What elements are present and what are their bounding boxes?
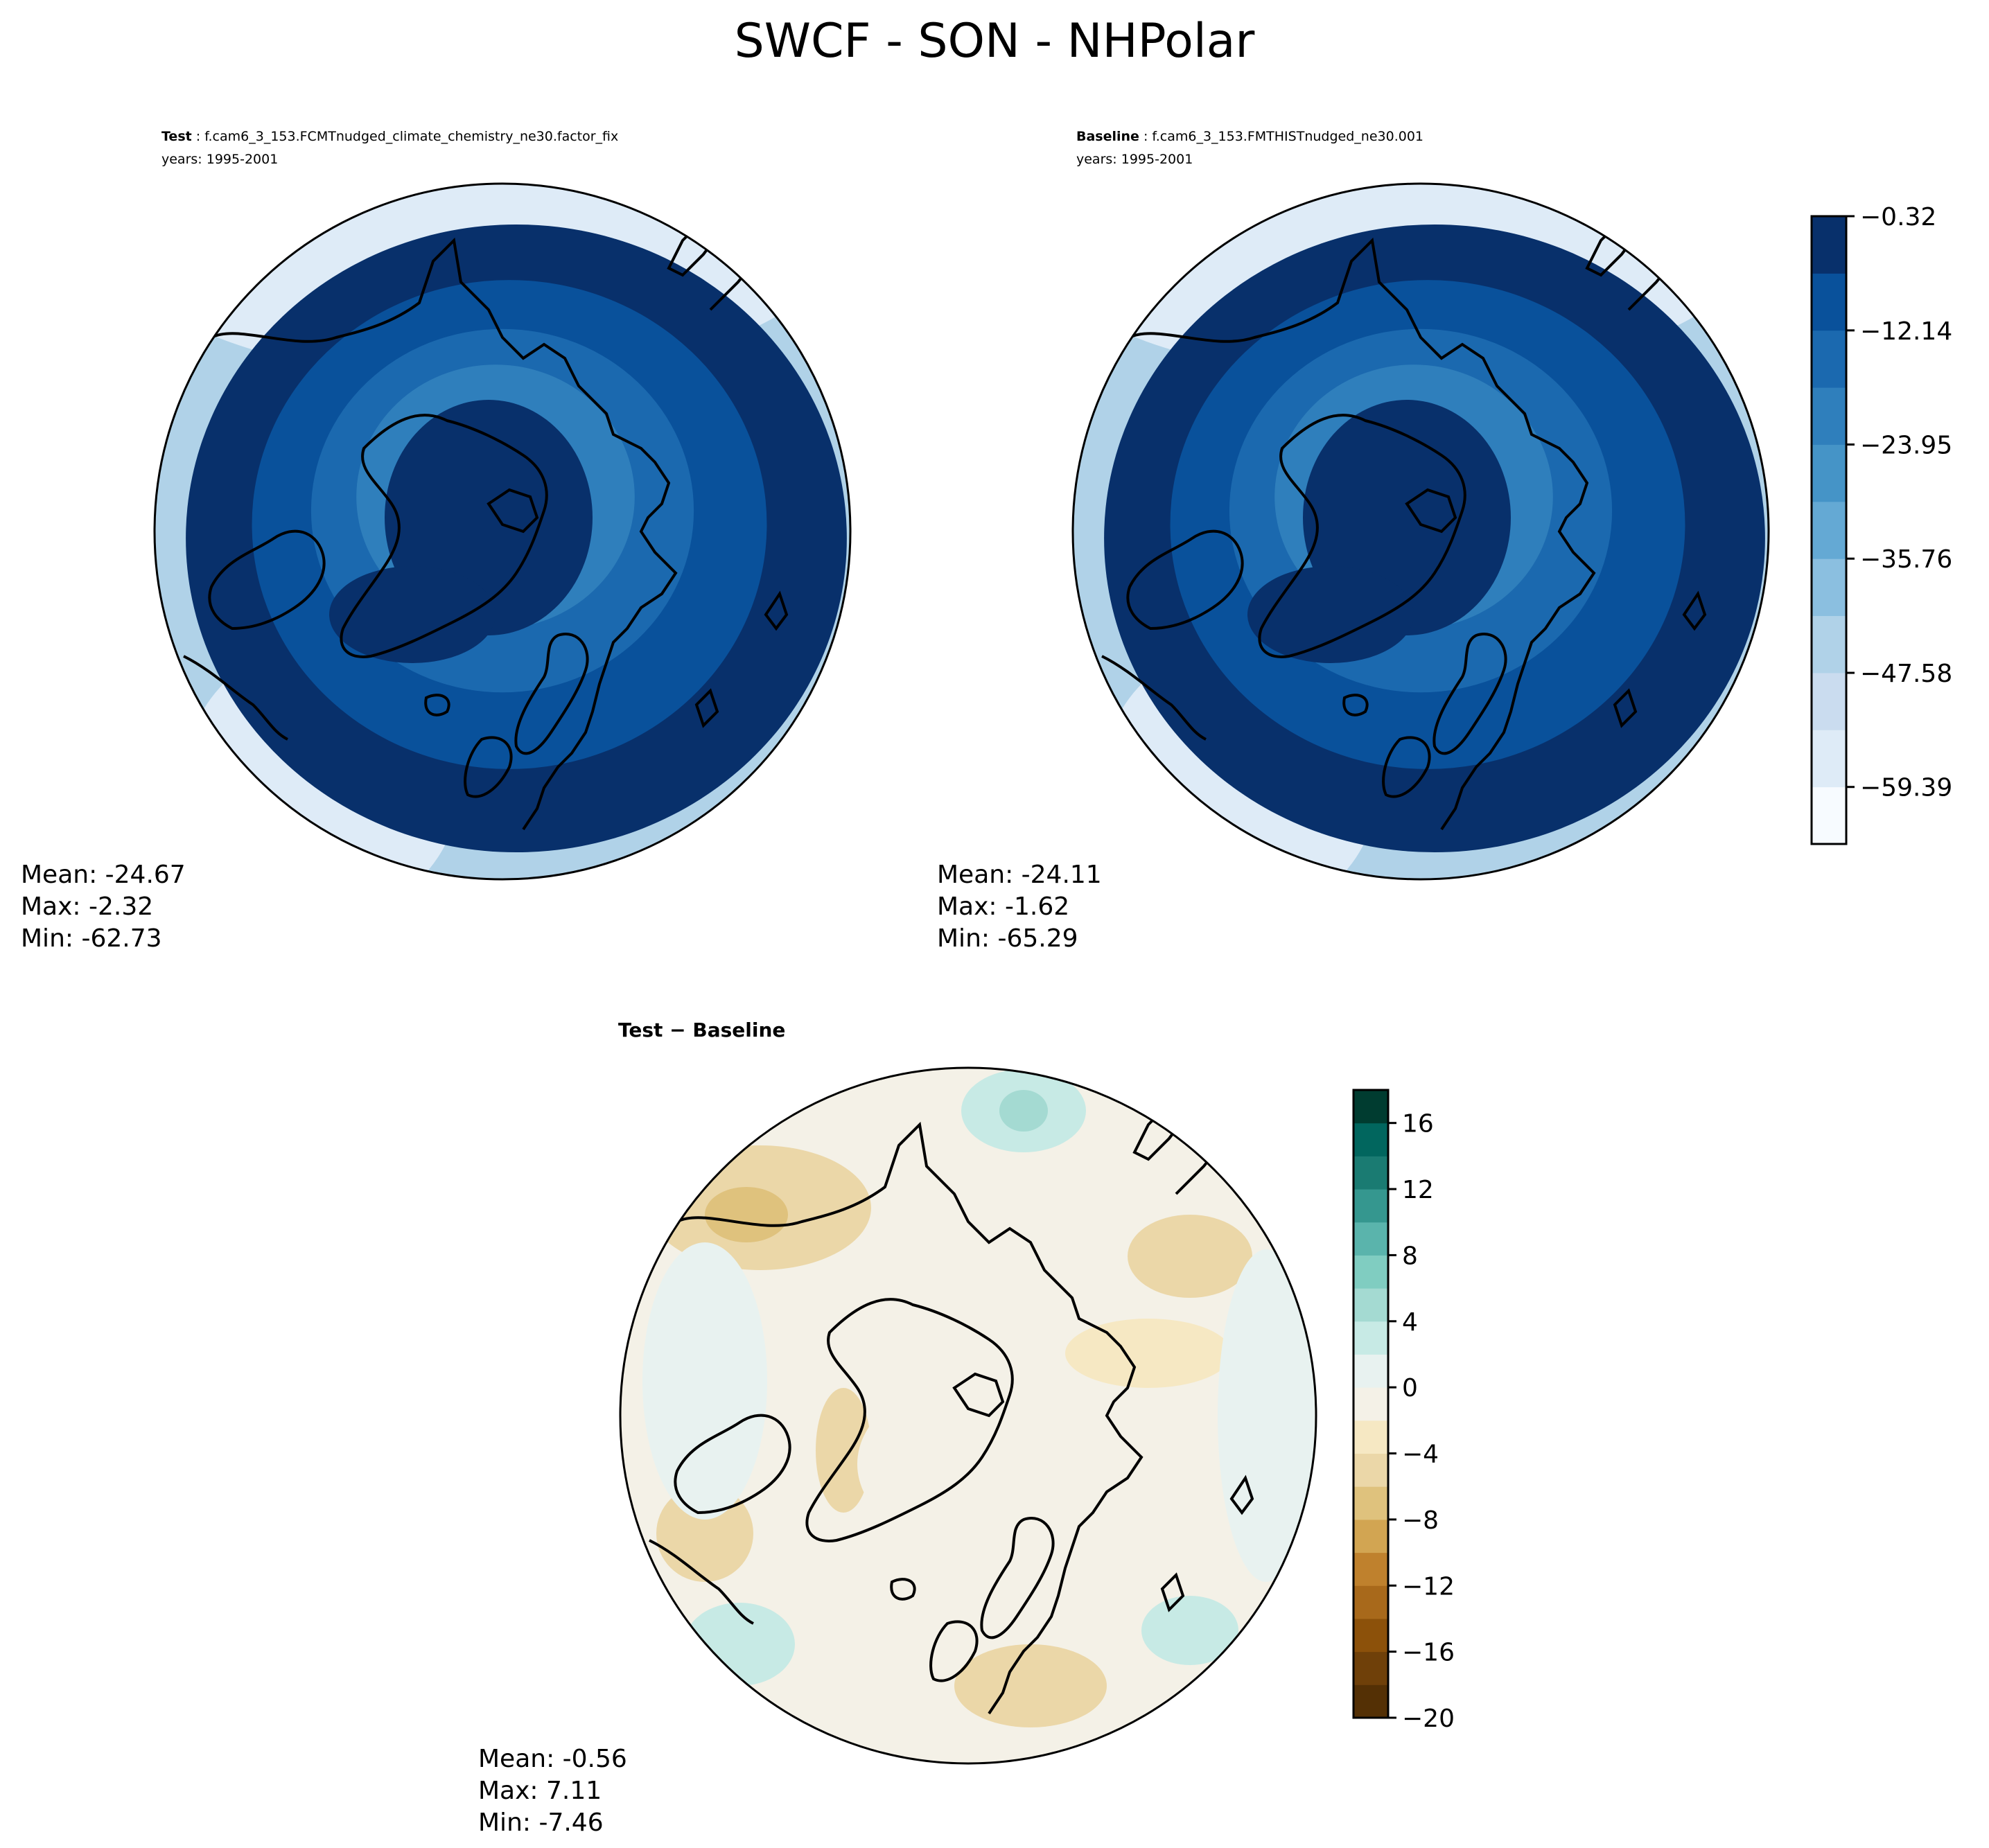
diff-colorbar-tick-label-3: 4 [1402, 1308, 1418, 1337]
test-map-frame [153, 182, 852, 881]
test-panel: Test : f.cam6_3_153.FCMTnudged_climate_c… [21, 129, 852, 953]
baseline-label-rest: : f.cam6_3_153.FMTHISTnudged_ne30.001 [1139, 129, 1423, 144]
field-colorbar-segment-4 [1812, 558, 1846, 617]
diff-colorbar-segment-4 [1353, 1552, 1388, 1586]
diff-region-10 [684, 1603, 795, 1686]
diff-colorbar-tick-label-1: 12 [1402, 1176, 1434, 1204]
diff-region-5 [954, 1644, 1107, 1727]
field-colorbar-tick-label-3: −35.76 [1860, 545, 1952, 574]
diff-region-3 [1065, 1319, 1232, 1388]
difference-panel: Test − Baseline Mean: -0.56 Max: 7.11 Mi… [478, 1019, 1317, 1837]
diff-colorbar-segment-6 [1353, 1486, 1388, 1520]
baseline-label-bold: Baseline [1076, 129, 1139, 144]
test-mean: Mean: -24.67 [21, 861, 186, 889]
difference-label: Test − Baseline [618, 1019, 785, 1041]
test-label-bold: Test [161, 129, 192, 144]
baseline-panel: Baseline : f.cam6_3_153.FMTHISTnudged_ne… [937, 129, 1770, 953]
diff-colorbar-segment-12 [1353, 1288, 1388, 1322]
difference-map-frame [619, 1066, 1317, 1765]
diff-region-11 [1141, 1596, 1238, 1665]
baseline-map-frame [1071, 182, 1770, 881]
diff-colorbar-tick-label-9: −20 [1402, 1705, 1455, 1733]
diff-colorbar-tick-label-6: −8 [1402, 1506, 1439, 1535]
diff-colorbar-tick-label-8: −16 [1402, 1639, 1455, 1667]
test-core-greenland [329, 566, 496, 663]
field-colorbar-segment-5 [1812, 501, 1846, 559]
baseline-field-map [1073, 184, 1769, 879]
difference-field-map [620, 1068, 1316, 1763]
field-colorbar-tick-label-1: −12.14 [1860, 317, 1952, 346]
diff-colorbar-segment-5 [1353, 1519, 1388, 1554]
diff-colorbar-tick-label-5: −4 [1402, 1441, 1439, 1469]
diff-colorbar-segment-3 [1353, 1585, 1388, 1619]
baseline-min: Min: -65.29 [937, 924, 1078, 953]
test-years: years: 1995-2001 [161, 152, 278, 167]
diff-colorbar-tick-label-4: 0 [1402, 1374, 1418, 1402]
diff-region-4 [656, 1485, 753, 1582]
field-colorbar-tick-label-2: −23.95 [1860, 432, 1952, 460]
field-colorbar-tick-label-4: −47.58 [1860, 660, 1952, 688]
baseline-max: Max: -1.62 [937, 892, 1069, 921]
baseline-label: Baseline : f.cam6_3_153.FMTHISTnudged_ne… [1076, 129, 1423, 144]
diff-colorbar-segment-1 [1353, 1651, 1388, 1685]
field-colorbar-tick-label-5: −59.39 [1860, 774, 1952, 802]
field-colorbar-segment-6 [1812, 444, 1846, 502]
test-max: Max: -2.32 [21, 892, 153, 921]
baseline-mean: Mean: -24.11 [937, 861, 1102, 889]
field-colorbar-segment-3 [1812, 615, 1846, 674]
diff-colorbar-segment-17 [1353, 1123, 1388, 1156]
test-field-map [155, 184, 850, 879]
diff-colorbar-segment-2 [1353, 1618, 1388, 1653]
diff-colorbar-segment-11 [1353, 1321, 1388, 1355]
diff-colorbar-segment-16 [1353, 1156, 1388, 1190]
test-label: Test : f.cam6_3_153.FCMTnudged_climate_c… [161, 129, 618, 144]
field-colorbar-segment-0 [1812, 786, 1846, 845]
field-colorbar-segment-10 [1812, 216, 1846, 274]
field-colorbar-segment-7 [1812, 387, 1846, 445]
test-label-rest: : f.cam6_3_153.FCMTnudged_climate_chemis… [192, 129, 619, 144]
field-colorbar: −0.32 −12.14 −23.95 −35.76 −47.58 −59.39 [1810, 203, 1952, 845]
field-colorbar-segment-8 [1812, 330, 1846, 388]
baseline-years: years: 1995-2001 [1076, 152, 1193, 167]
diff-colorbar-segment-18 [1353, 1090, 1388, 1124]
difference-max: Max: 7.11 [478, 1777, 602, 1805]
diff-colorbar-segment-7 [1353, 1453, 1388, 1487]
test-min: Min: -62.73 [21, 924, 162, 953]
diff-region-8 [642, 1242, 767, 1520]
diff-region-13 [857, 1381, 1079, 1547]
diff-colorbar-segment-15 [1353, 1189, 1388, 1223]
field-colorbar-tick-label-0: −0.32 [1860, 203, 1936, 231]
diff-colorbar-tick-label-0: 16 [1402, 1110, 1434, 1138]
diff-colorbar-segment-13 [1353, 1255, 1388, 1289]
diff-colorbar: 16 12 8 4 0 −4 −8 −12 −16 −20 [1352, 1089, 1455, 1733]
diff-region-2 [1128, 1215, 1252, 1298]
diff-colorbar-segment-9 [1353, 1387, 1388, 1421]
diff-colorbar-segment-10 [1353, 1354, 1388, 1388]
figure-title: SWCF - SON - NHPolar [735, 14, 1255, 69]
diff-colorbar-segment-8 [1353, 1420, 1388, 1454]
field-colorbar-segment-9 [1812, 273, 1846, 331]
baseline-core-greenland [1247, 566, 1414, 663]
diff-region-7 [999, 1090, 1048, 1132]
diff-colorbar-segment-14 [1353, 1222, 1388, 1256]
diff-colorbar-tick-label-2: 8 [1402, 1242, 1418, 1270]
diff-region-9 [1218, 1249, 1315, 1582]
diff-colorbar-tick-label-7: −12 [1402, 1572, 1455, 1601]
field-colorbar-segment-1 [1812, 730, 1846, 788]
diff-colorbar-segment-0 [1353, 1684, 1388, 1718]
difference-mean: Mean: -0.56 [478, 1745, 627, 1773]
difference-min: Min: -7.46 [478, 1809, 604, 1837]
diff-region-1 [705, 1187, 788, 1242]
field-colorbar-segment-2 [1812, 672, 1846, 730]
